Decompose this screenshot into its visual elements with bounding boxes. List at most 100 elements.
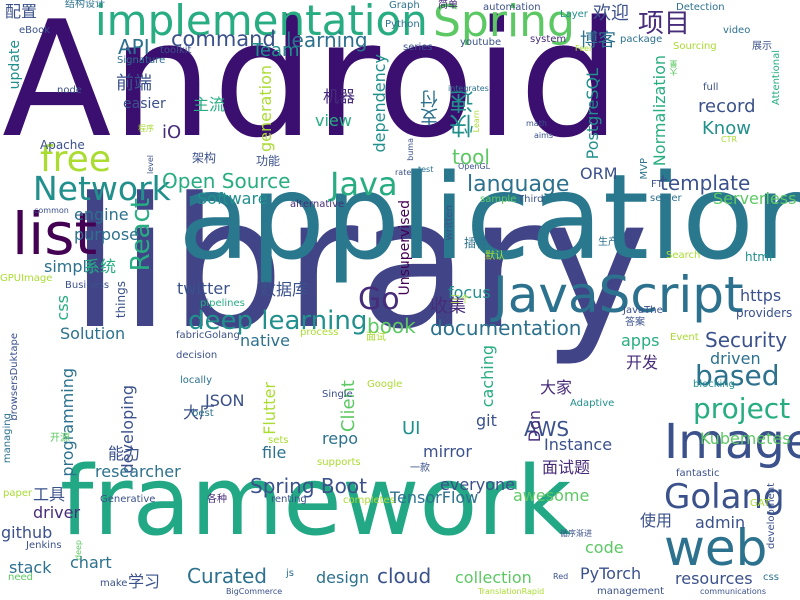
word-cloud-word: pipelines	[200, 298, 245, 309]
word-cloud-word: PostgreSQL	[583, 68, 602, 160]
word-cloud-word: Attentional	[771, 50, 782, 106]
word-cloud-word: Instance	[544, 435, 613, 454]
word-cloud-word: Feel	[575, 44, 592, 53]
word-cloud-word: fabricGolang	[176, 330, 240, 341]
word-cloud-word: level	[146, 155, 155, 175]
word-cloud-word: twitter	[177, 279, 230, 298]
word-cloud-word: update	[7, 40, 23, 90]
word-cloud-word: Sourcing	[673, 41, 717, 52]
word-cloud-word: blocking	[693, 379, 735, 390]
word-cloud-word: Red	[553, 572, 569, 581]
word-cloud-word: AWS	[524, 417, 570, 441]
word-cloud-word: Layer	[560, 9, 588, 20]
word-cloud-word: rate	[395, 168, 412, 177]
word-cloud-word: deep learning	[188, 306, 368, 336]
word-cloud-word: 主流	[193, 95, 226, 114]
word-cloud-word: template	[660, 171, 751, 195]
word-cloud-word: 欢迎	[593, 3, 629, 24]
word-cloud-word: Detection	[676, 2, 725, 13]
word-cloud-word: managing	[2, 413, 13, 464]
word-cloud-word: web	[664, 519, 768, 577]
word-cloud-word: Python	[385, 19, 420, 30]
word-cloud-word: 使用	[640, 511, 673, 530]
word-cloud-word: command	[171, 27, 276, 51]
word-cloud-word: js	[286, 568, 294, 579]
word-cloud-word: fantastic	[676, 468, 720, 479]
word-cloud-word: decision	[176, 350, 218, 361]
word-cloud-word: 各种	[207, 494, 227, 505]
word-cloud-word: browsersDuktape	[9, 333, 20, 421]
word-cloud-word: full	[703, 82, 719, 93]
word-cloud-word: deep	[74, 540, 83, 560]
word-cloud-word: Single	[322, 389, 353, 400]
word-cloud-word: Flutter	[260, 382, 279, 435]
word-cloud-word: Network	[33, 169, 171, 208]
word-cloud-word: 工具	[33, 485, 66, 504]
word-cloud-word: 简单	[438, 0, 458, 11]
word-cloud-word: easier	[123, 96, 166, 112]
word-cloud-word: awesome	[513, 486, 590, 505]
word-cloud-word: css	[53, 295, 72, 321]
word-cloud-word: collection	[455, 568, 532, 587]
word-cloud-word: things	[114, 281, 128, 319]
word-cloud-word: implementation	[95, 0, 428, 45]
word-cloud-word: need	[8, 572, 33, 583]
word-cloud-word: management	[597, 586, 664, 597]
word-cloud-word: 面试题	[542, 458, 591, 477]
word-cloud-word: 支付	[420, 90, 441, 126]
word-cloud-word: Spring	[433, 0, 575, 47]
word-cloud-word: 插件	[464, 236, 489, 250]
word-cloud-word: Android	[2, 0, 621, 173]
word-cloud-word: toolkit	[160, 45, 192, 56]
word-cloud-word: communications	[700, 587, 767, 596]
word-cloud-word: 开源	[50, 433, 70, 444]
word-cloud-word: focus	[448, 283, 491, 302]
word-cloud-word: video	[723, 25, 751, 36]
word-cloud-word: 展示	[752, 41, 772, 52]
word-cloud-word: Unsupervised	[397, 200, 413, 296]
word-cloud-word: 生产	[598, 237, 618, 248]
word-cloud-word: documentation	[430, 316, 582, 340]
word-cloud-word: project	[693, 392, 791, 425]
word-cloud-word: eBook	[19, 25, 51, 36]
word-cloud-word: 功能	[256, 154, 281, 168]
word-cloud-word: framework	[60, 447, 572, 557]
word-cloud-word: Go	[358, 282, 400, 317]
word-cloud-word: git	[476, 411, 497, 430]
word-cloud-word: sample	[480, 194, 517, 205]
word-cloud-word: series	[403, 42, 433, 53]
word-cloud-word: providers	[736, 306, 793, 320]
word-cloud-word: driver	[33, 503, 81, 522]
word-cloud-word: GAT	[750, 498, 770, 509]
word-cloud-word: native	[240, 331, 290, 350]
word-cloud-word: Graph	[389, 0, 420, 11]
word-cloud-word: system	[530, 34, 567, 45]
word-cloud-word: PyTorch	[580, 564, 642, 583]
word-cloud-word: 能力	[108, 444, 141, 463]
word-cloud-word: Know	[702, 118, 751, 139]
word-cloud-word: math	[526, 119, 547, 128]
word-cloud-word: engine	[74, 205, 129, 224]
word-cloud-word: view	[315, 111, 352, 130]
word-cloud-word: API	[118, 35, 150, 59]
word-cloud-word: github	[1, 523, 53, 542]
word-cloud-word: 大家	[540, 378, 573, 397]
word-cloud-word: 答案	[625, 317, 645, 328]
word-cloud-word: Team	[252, 40, 300, 61]
word-cloud-word: Signature	[117, 55, 166, 66]
word-cloud-word: JavaThe	[623, 305, 663, 316]
word-cloud-word: simple	[44, 257, 97, 276]
word-cloud-word: Java	[330, 165, 398, 203]
word-cloud-word: Learn	[472, 110, 481, 133]
word-cloud-word: purpose	[74, 225, 139, 244]
word-cloud-word: html	[745, 250, 773, 264]
word-cloud-word: admin	[695, 513, 746, 532]
word-cloud-word: generation	[256, 65, 275, 153]
word-cloud-word: list	[12, 200, 98, 268]
word-cloud-word: library	[70, 160, 650, 369]
word-cloud-word: 项目	[638, 9, 691, 39]
word-cloud-word: https	[740, 286, 782, 305]
word-cloud-word: sets	[268, 435, 289, 446]
word-cloud-word: OpenGL	[458, 162, 491, 171]
